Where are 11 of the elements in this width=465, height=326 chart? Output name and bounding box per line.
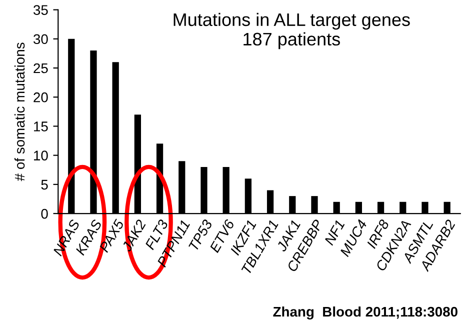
y-axis-title: # of somatic mutations — [14, 42, 25, 182]
y-tick-label: 25 — [34, 63, 48, 74]
text: Mutations in ALL target genes 187 patients — [174, 12, 410, 50]
y-tick-label: 35 — [33, 5, 48, 15]
y-tick-label: 15 — [34, 122, 48, 132]
y-tick-label: 5 — [41, 180, 48, 190]
y-tick-label: 0 — [41, 208, 48, 219]
y-tick-label: 30 — [33, 34, 48, 44]
text: Zhang Blood 2011;118:3080 — [273, 306, 458, 320]
y-tick-label: 20 — [34, 92, 48, 102]
y-tick-label: 10 — [34, 150, 48, 160]
